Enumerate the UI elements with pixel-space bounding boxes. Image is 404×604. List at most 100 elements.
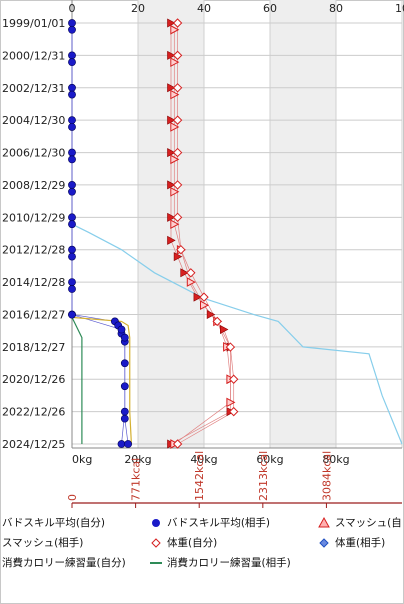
data-point [167,18,176,28]
data-point [176,244,186,255]
data-point [68,123,76,131]
top-axis-tick-label: 40 [197,2,211,15]
date-tick-label: 2010/12/29 [2,211,65,224]
data-point [117,325,126,334]
data-point [225,342,236,352]
data-point [167,212,176,222]
date-tick-label: 1999/01/01 [2,17,65,30]
data-point [120,359,129,368]
legend-label: バドスキル平均(自分) [2,516,105,529]
tick-labels: 0 20 40 60 80 10 1999/01/01 2000/12/31 2002/12/3… [2,2,404,501]
data-point [167,50,176,60]
data-point [68,19,76,27]
data-point [68,148,76,157]
data-point [117,440,126,448]
kcal-axis-tick-label: 3084kcal [320,451,333,501]
legend-label: 消費カロリー練習量(自分) [2,556,126,569]
data-point [200,300,210,311]
data-point [170,24,180,35]
data-point [124,440,133,448]
data-point [68,252,76,261]
data-point [172,439,183,449]
legend-circle-icon [152,519,160,527]
kg-axis-tick-label: 60kg [256,453,283,466]
date-tick-label: 2020/12/26 [2,373,65,386]
axes [71,0,402,508]
data-point [172,147,183,158]
kg-axis-tick-label: 20kg [124,453,151,466]
data-point [167,148,176,158]
series-line [71,223,403,445]
data-point [68,310,76,319]
data-point [173,252,183,262]
data-point [228,406,239,417]
data-point [120,333,129,342]
date-tick-label: 2022/12/26 [2,406,65,419]
data-point [68,25,76,34]
data-point [193,292,203,302]
date-tick-label: 2018/12/27 [2,341,65,354]
data-point [172,83,183,93]
legend-label: バドスキル平均(相手) [167,516,270,529]
grid-lines [71,0,403,448]
top-axis-tick-label: 10 [395,2,404,15]
kg-axis-tick-label: 80kg [322,453,349,466]
data-point [120,414,129,423]
data-point [68,285,76,293]
legend-diamond-icon [151,538,161,548]
data-point [170,89,180,100]
data-point [170,57,180,67]
data-point [186,277,196,287]
data-point [68,83,76,92]
data-point [172,50,183,61]
legend-label: 体重(相手) [335,536,385,549]
data-point [167,83,176,93]
data-point [120,382,129,391]
data-point [68,181,76,189]
date-tick-label: 2012/12/28 [2,244,65,257]
data-point [68,116,76,125]
data-point [180,268,189,278]
top-axis-tick-label: 60 [263,2,277,15]
legend-label: 体重(自分) [167,536,217,549]
legend-label: 消費カロリー練習量(相手) [167,556,291,569]
data-point [68,90,76,99]
data-point [220,325,229,335]
data-point [167,180,176,190]
date-tick-label: 2014/12/28 [2,276,65,289]
data-point [186,268,196,278]
legend-label: スマッシュ(相手) [2,536,83,549]
legend-diamond-icon [319,538,329,548]
kcal-axis-tick-label: 0 [66,494,79,501]
data-point [170,219,180,230]
date-tick-label: 2016/12/27 [2,308,65,321]
date-tick-label: 2024/12/25 [2,438,65,451]
kg-axis-tick-label: 40kg [190,453,217,466]
data-point [226,397,236,408]
data-point [167,235,176,245]
data-point [68,187,76,196]
kcal-axis-tick-label: 771kcal [130,458,143,501]
date-tick-label: 2002/12/31 [2,82,65,95]
kcal-axis-tick-label: 1542kcal [193,451,206,501]
data-point [199,292,209,302]
data-point [206,309,216,319]
data-point [68,51,76,60]
kcal-axis-tick-label: 2313kcal [257,451,270,501]
data-point [167,115,176,125]
series-markers [68,18,239,449]
data-point [170,154,180,165]
data-point [228,374,239,384]
shaded-bands [138,0,336,448]
kg-axis-tick-label: 0kg [72,453,92,466]
data-point [68,278,76,287]
series-connector [71,29,129,445]
data-point [120,407,129,416]
data-point [172,180,183,190]
series-line [71,316,132,445]
data-point [212,316,222,327]
data-point [172,18,183,28]
data-point [170,122,180,132]
